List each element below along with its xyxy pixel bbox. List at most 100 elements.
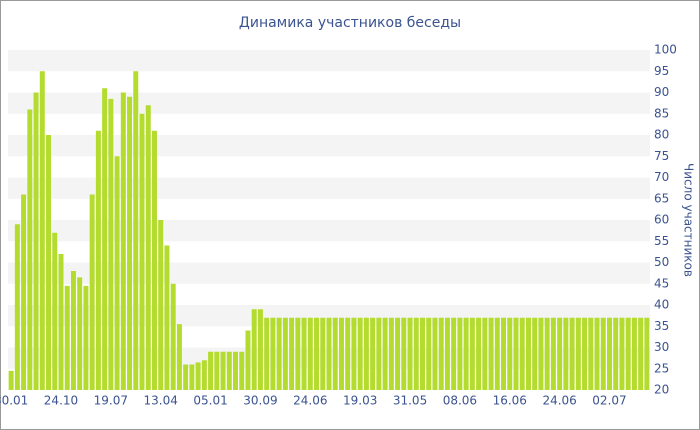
x-tick-label: 08.06 [443, 394, 477, 408]
x-tick-label: 24.10 [44, 394, 78, 408]
bar [532, 317, 538, 390]
bar [108, 98, 114, 390]
bar [444, 317, 450, 390]
y-tick-label: 45 [654, 276, 669, 290]
y-tick-label: 25 [654, 361, 669, 375]
bar [575, 317, 581, 390]
bar [83, 285, 89, 390]
bar [332, 317, 338, 390]
bar [276, 317, 282, 390]
bar [582, 317, 588, 390]
bar [451, 317, 457, 390]
bar [525, 317, 531, 390]
x-tick-label: 24.06 [293, 394, 327, 408]
bar [619, 317, 625, 390]
grid-band [8, 177, 650, 199]
bar [320, 317, 326, 390]
y-tick-label: 70 [654, 170, 669, 184]
x-tick-label: 31.05 [393, 394, 427, 408]
y-tick-label: 95 [654, 64, 669, 78]
bar [39, 71, 45, 390]
y-tick-label: 65 [654, 191, 669, 205]
bar [363, 317, 369, 390]
bar [214, 351, 220, 390]
bar [513, 317, 519, 390]
bar [507, 317, 513, 390]
x-tick-label: 19.07 [94, 394, 128, 408]
bar [569, 317, 575, 390]
bar [64, 285, 70, 390]
bar [482, 317, 488, 390]
bar [438, 317, 444, 390]
bar [563, 317, 569, 390]
bar [282, 317, 288, 390]
bar [519, 317, 525, 390]
bar [270, 317, 276, 390]
bar [388, 317, 394, 390]
bar [245, 330, 251, 390]
bar [195, 362, 201, 390]
x-tick-label: 24.06 [542, 394, 576, 408]
bar [606, 317, 612, 390]
bar [376, 317, 382, 390]
bar [588, 317, 594, 390]
bar [158, 220, 164, 390]
bar [638, 317, 644, 390]
bar [176, 324, 182, 390]
bar [77, 277, 83, 390]
bar [420, 317, 425, 390]
y-tick-label: 30 [654, 340, 669, 354]
bar [501, 317, 507, 390]
bar [426, 317, 432, 390]
x-tick-label: 30.01 [0, 394, 28, 408]
bar [407, 317, 413, 390]
bar [239, 351, 245, 390]
x-tick-label: 13.04 [144, 394, 178, 408]
y-tick-label: 60 [654, 213, 669, 227]
bar [631, 317, 637, 390]
bar [257, 309, 263, 390]
bar [102, 88, 108, 390]
bar [345, 317, 351, 390]
bar [432, 317, 438, 390]
bar [613, 317, 619, 390]
y-tick-label: 50 [654, 255, 669, 269]
y-tick-label: 20 [654, 383, 669, 397]
bar [58, 254, 64, 390]
bar [600, 317, 606, 390]
bar [557, 317, 563, 390]
bar [476, 317, 482, 390]
grid-band [8, 220, 650, 242]
bar [382, 317, 388, 390]
bar [469, 317, 475, 390]
bar [594, 317, 600, 390]
bar [338, 317, 344, 390]
x-tick-label: 16.06 [493, 394, 527, 408]
bar [314, 317, 320, 390]
bar [145, 105, 151, 390]
grid-band [8, 135, 650, 157]
bar [295, 317, 301, 390]
bar [14, 224, 20, 390]
bar [301, 317, 307, 390]
bar [401, 317, 407, 390]
bar [357, 317, 363, 390]
bar [538, 317, 544, 390]
bar [70, 271, 76, 390]
y-tick-label: 40 [654, 298, 669, 312]
bar [550, 317, 556, 390]
bar [494, 317, 500, 390]
bar [226, 351, 232, 390]
bar [457, 317, 463, 390]
y-tick-label: 85 [654, 106, 669, 120]
y-tick-label: 75 [654, 149, 669, 163]
bar [120, 92, 126, 390]
bar [127, 96, 133, 390]
bar [95, 130, 101, 390]
grid-band [8, 92, 650, 114]
bar [170, 283, 176, 390]
bar [133, 71, 139, 390]
bar [33, 92, 39, 390]
bar [351, 317, 357, 390]
